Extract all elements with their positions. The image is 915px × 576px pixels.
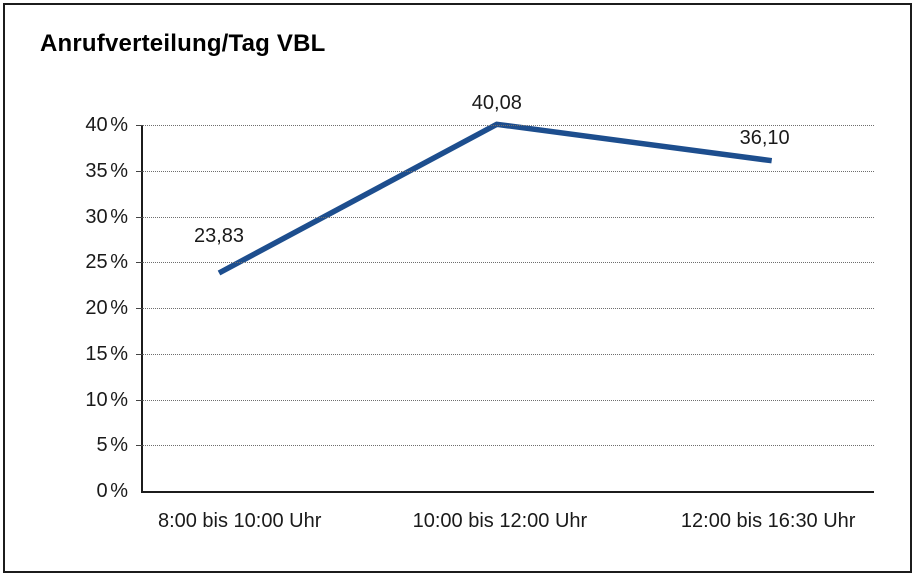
chart-frame [3,3,912,573]
y-axis-tick [136,399,143,401]
x-tick-label: 10:00 bis 12:00 Uhr [412,510,588,532]
gridline [143,308,874,309]
gridline [143,353,874,355]
y-tick-label: 30 % [85,205,128,228]
gridline [143,399,874,401]
y-axis-tick [136,216,143,218]
chart-title: Anrufverteilung/Tag VBL [40,30,326,57]
y-tick-label: 35 % [85,159,128,182]
x-axis-labels: 8:00 bis 10:00 Uhr 10:00 bis 12:00 Uhr 12:… [141,508,872,538]
y-axis-tick [136,308,143,309]
y-axis-tick [136,445,143,447]
gridline [143,262,874,264]
y-axis-tick [136,353,143,355]
data-label: 40,08 [471,92,522,115]
gridline [143,125,874,126]
y-tick-label: 0 % [96,480,128,502]
y-axis-labels: 40 % 35 % 30 % 25 % 20 % 15 % 10 % 5 % 0 % [40,114,128,502]
y-axis-tick [136,125,143,126]
data-label: 23,83 [193,224,245,247]
y-tick-label: 20 % [85,297,128,319]
gridline [143,445,874,447]
y-axis-tick [136,262,143,264]
plot-area: 23,83 40,08 36,10 [136,92,874,493]
y-tick-label: 40 % [85,114,128,136]
y-tick-label: 10 % [85,388,128,411]
gridline [143,216,874,218]
data-label: 36,10 [739,126,790,149]
series-line [217,121,773,276]
x-tick-label: 12:00 bis 16:30 Uhr [680,510,856,532]
x-tick-label: 8:00 bis 10:00 Uhr [157,510,322,532]
y-axis-tick [136,170,143,172]
y-tick-label: 25 % [85,251,128,274]
y-tick-label: 15 % [85,342,128,365]
gridline [143,170,874,172]
line-series-svg [217,121,773,276]
y-tick-label: 5 % [96,434,128,457]
